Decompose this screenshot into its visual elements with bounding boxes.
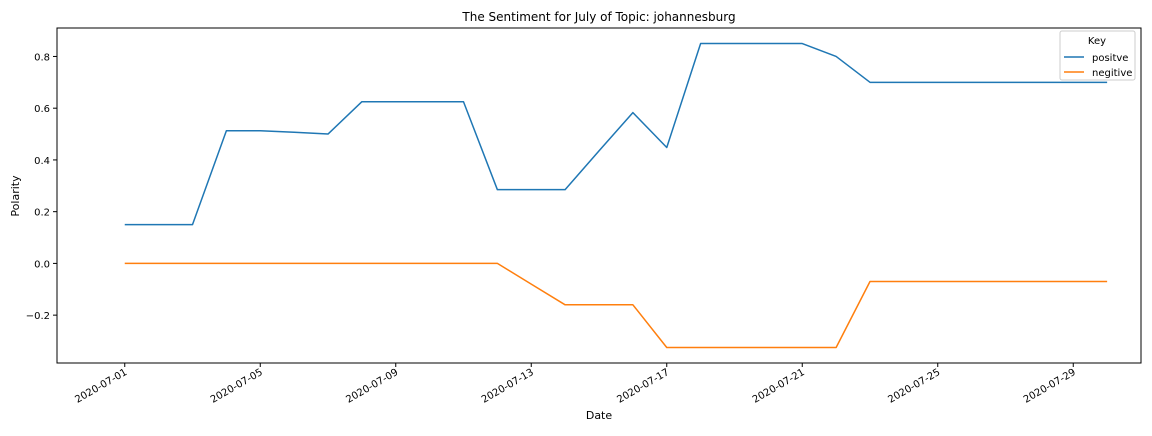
y-tick-label: 0.4 xyxy=(34,156,50,167)
y-tick-label: 0.0 xyxy=(34,259,50,270)
legend-title: Key xyxy=(1088,36,1106,47)
x-tick-label: 2020-07-09 xyxy=(344,367,400,406)
series-line-positive xyxy=(124,42,1108,226)
y-axis-label: Polarity xyxy=(9,175,22,217)
x-tick-label: 2020-07-25 xyxy=(886,367,942,406)
x-tick-label: 2020-07-13 xyxy=(480,367,536,406)
y-tick-label: 0.8 xyxy=(34,52,50,63)
x-axis: 2020-07-01 2020-07-05 2020-07-09 2020-07-13… xyxy=(73,363,1078,406)
x-axis-label: Date xyxy=(586,409,613,422)
y-tick-label: 0.2 xyxy=(34,208,50,219)
legend-label-negative: negitive xyxy=(1092,68,1132,79)
x-tick-label: 2020-07-01 xyxy=(73,367,129,406)
x-tick-label: 2020-07-17 xyxy=(615,367,671,406)
y-tick-label: 0.6 xyxy=(34,104,50,115)
series-layer xyxy=(124,42,1108,349)
plot-frame xyxy=(56,27,1142,364)
legend-label-positive: positve xyxy=(1092,53,1128,64)
chart-title: The Sentiment for July of Topic: johanne… xyxy=(461,10,735,24)
x-tick-label: 2020-07-05 xyxy=(209,367,265,406)
legend-frame xyxy=(1059,30,1136,81)
y-axis: 0.8 0.6 0.4 0.2 0.0 −0.2 xyxy=(26,52,57,322)
x-tick-label: 2020-07-29 xyxy=(1022,367,1078,406)
series-line-negative xyxy=(124,262,1108,349)
x-tick-label: 2020-07-21 xyxy=(751,367,807,406)
y-tick-label: −0.2 xyxy=(26,311,50,322)
legend: Key positve negitive xyxy=(1059,30,1136,81)
